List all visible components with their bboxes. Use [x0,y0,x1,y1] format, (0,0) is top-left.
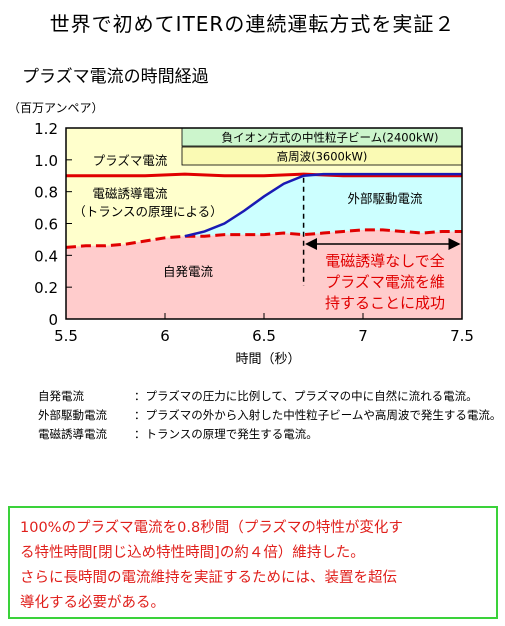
legend-term: 自発電流 [38,389,84,403]
legend-description: ：プラズマの外から入射した中性粒子ビームや高周波で発生する電流。 [134,408,502,422]
summary-line: 100%のプラズマ電流を0.8秒間（プラズマの特性が変化す [20,520,403,536]
summary-line: る特性時間[閉じ込め特性時間]の約４倍）維持した。 [20,545,365,561]
heating-bar-label-2: 高周波(3600kW) [277,150,368,164]
y-tick-label: 0.4 [34,247,58,265]
y-tick-label: 1.0 [34,152,58,170]
success-annotation-line: 持することに成功 [325,294,445,312]
plasma-current-label: プラズマ電流 [93,153,168,168]
plasma-current-chart: 負イオン方式の中性粒子ビーム(2400kW) 高周波(3600kW) 0 0.2 0.4… [34,120,474,367]
summary-line: さらに長時間の電流維持を実証するためには、装置を超伝 [20,570,397,586]
summary-box: 100%のプラズマ電流を0.8秒間（プラズマの特性が変化す る特性時間[閉じ込め特… [8,506,498,619]
y-tick-label: 0.8 [34,184,58,202]
legend-row: 自発電流 ：プラズマの圧力に比例して、プラズマの中に自然に流れる電流。 [38,387,501,406]
x-tick-label: 6 [160,327,170,345]
x-axis-label: 時間（秒） [235,352,300,367]
chart-title: プラズマ電流の時間経過 [22,67,209,87]
y-tick-label: 0.6 [34,216,58,234]
induction-current-sublabel: （トランスの原理による） [73,204,222,219]
heating-bar-label-1: 負イオン方式の中性粒子ビーム(2400kW) [222,131,439,145]
x-tick-label: 7 [358,327,368,345]
y-tick-label: 0.2 [34,279,58,297]
x-tick-label: 6.5 [252,327,276,345]
page-title: 世界で初めてITERの連続運転方式を実証２ [49,12,456,36]
bootstrap-current-label: 自発電流 [163,264,214,279]
y-tick-label: 1.2 [34,120,58,138]
bootstrap-current-line [65,228,462,249]
external-drive-boundary-line [184,172,462,238]
legend-row: 外部駆動電流 ：プラズマの外から入射した中性粒子ビームや高周波で発生する電流。 [38,406,501,425]
legend-term: 外部駆動電流 [38,408,107,422]
y-axis-unit-label: （百万アンペア） [8,101,104,115]
x-tick-label: 7.5 [450,327,474,345]
term-legend: 自発電流 ：プラズマの圧力に比例して、プラズマの中に自然に流れる電流。外部駆動電流… [38,387,501,444]
success-annotation-line: プラズマ電流を維 [325,273,445,291]
legend-description: ：トランスの原理で発生する電流。 [134,427,318,441]
x-tick-label: 5.5 [54,327,78,345]
legend-description: ：プラズマの圧力に比例して、プラズマの中に自然に流れる電流。 [134,389,478,403]
bootstrap-current-region [66,229,462,319]
external-current-label: 外部駆動電流 [347,191,423,206]
legend-term: 電磁誘導電流 [38,427,107,441]
plasma-current-line [66,172,462,178]
induction-current-label: 電磁誘導電流 [92,186,168,201]
y-tick-label: 0 [48,311,58,329]
summary-line: 導化する必要がある。 [20,595,165,611]
success-annotation-line: 電磁誘導なしで全 [325,252,445,270]
legend-row: 電磁誘導電流 ：トランスの原理で発生する電流。 [38,425,501,444]
